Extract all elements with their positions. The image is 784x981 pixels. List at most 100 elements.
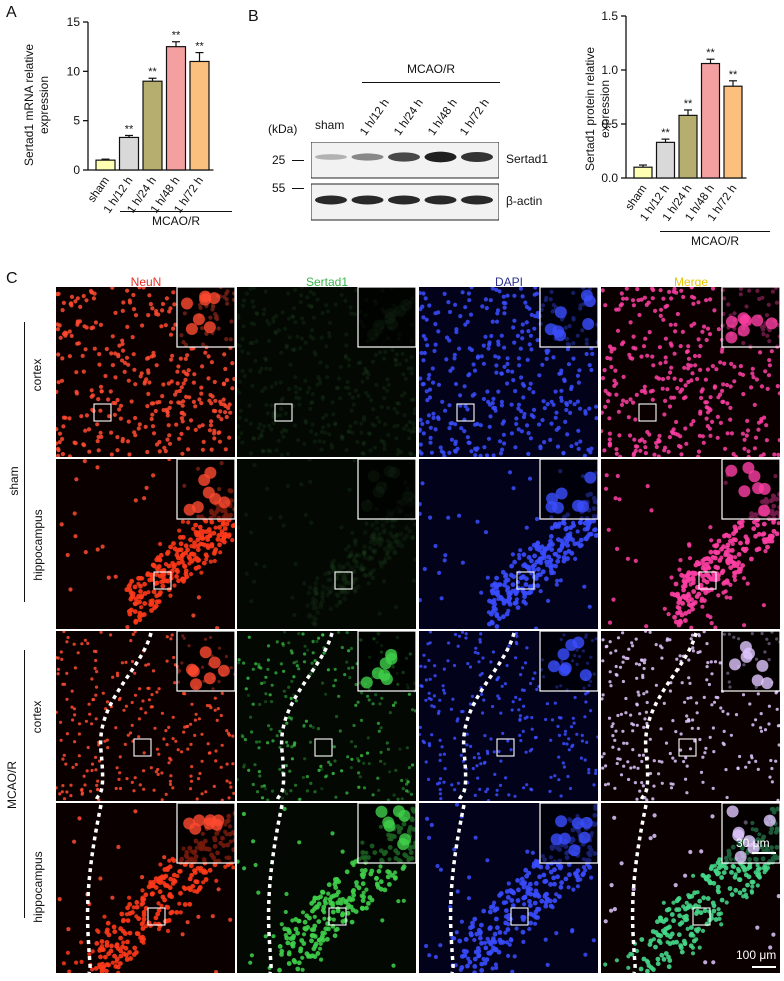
hippocampal-cell [381, 560, 387, 566]
hippocampal-cell [169, 909, 175, 915]
hippocampal-cell [551, 875, 556, 881]
cell [544, 356, 549, 361]
cell [274, 671, 278, 675]
cell [350, 395, 355, 400]
hippocampal-cell [348, 553, 353, 558]
cell [88, 712, 92, 716]
cell [626, 965, 631, 970]
hippocampal-cell [497, 582, 503, 587]
cell [356, 360, 361, 366]
hippocampal-cell [349, 552, 354, 558]
hippocampal-cell [344, 869, 350, 875]
hippocampal-cell [330, 562, 335, 568]
cell [309, 724, 313, 728]
cell [589, 367, 594, 373]
hippocampal-cell [372, 537, 378, 543]
cell [114, 786, 118, 791]
cell [525, 849, 530, 854]
cell [132, 789, 136, 793]
cell [147, 380, 152, 385]
hippocampal-cell [135, 931, 141, 937]
cell [189, 774, 193, 778]
hippocampal-cell [220, 521, 226, 527]
cell [687, 542, 692, 547]
cell [409, 792, 414, 796]
hippocampal-cell [392, 549, 398, 555]
cell [149, 705, 153, 709]
cell [711, 960, 716, 965]
chart-a-ylabel-line2: expression [37, 75, 51, 135]
cell [148, 302, 153, 307]
cell [710, 814, 715, 819]
cell [340, 849, 345, 854]
cell [577, 368, 582, 373]
cell [769, 758, 773, 763]
hippocampal-cell [488, 941, 494, 947]
cell [684, 756, 688, 760]
hippocampal-cell [538, 864, 544, 870]
hippocampal-cell [388, 531, 393, 536]
cell [609, 651, 613, 655]
cell [533, 921, 538, 926]
hippocampal-cell [222, 539, 227, 545]
cell [744, 895, 749, 900]
hippocampal-cell [157, 889, 163, 895]
cell [270, 700, 274, 704]
cell [339, 292, 344, 297]
tile-mcao-cortex-sertad1 [237, 631, 416, 801]
cell [266, 798, 270, 801]
cell [220, 743, 224, 747]
cell [141, 287, 146, 290]
hippocampal-cell [524, 873, 529, 879]
hippocampal-cell [487, 909, 493, 915]
hippocampal-cell [171, 541, 176, 546]
cell [460, 560, 465, 565]
cell [206, 376, 211, 381]
cell [287, 386, 292, 392]
hippocampal-cell [362, 544, 367, 550]
cell [122, 360, 128, 365]
cell [523, 661, 528, 665]
hippocampal-cell [320, 907, 326, 913]
cell [603, 919, 608, 924]
hippocampal-cell [367, 556, 372, 562]
cell [746, 449, 751, 454]
hippocampal-cell [379, 538, 384, 544]
cell [210, 394, 215, 399]
cell [678, 558, 683, 563]
cell [215, 626, 220, 629]
cell [146, 391, 151, 396]
cell [137, 717, 141, 721]
cell [470, 393, 475, 398]
cell [142, 496, 147, 501]
cell [691, 301, 696, 306]
hippocampal-cell [127, 930, 133, 936]
cell [320, 394, 325, 399]
hippocampal-cell [495, 592, 501, 598]
cell [376, 721, 380, 725]
cell [665, 387, 670, 392]
cell [209, 419, 214, 424]
cell [130, 335, 135, 340]
cell [603, 388, 608, 393]
hippocampal-cell [543, 900, 549, 905]
cell [207, 398, 212, 403]
cell [193, 733, 197, 737]
cell [331, 771, 335, 776]
cell [163, 323, 168, 328]
cell [309, 304, 314, 309]
cell [524, 304, 529, 309]
cell [493, 354, 498, 359]
cell [574, 441, 579, 446]
cell [340, 287, 345, 290]
cell [430, 733, 434, 737]
cell [453, 422, 458, 427]
cell [308, 289, 313, 295]
cell [466, 440, 471, 445]
cell [219, 713, 223, 718]
cell [431, 380, 436, 385]
cell [468, 665, 473, 669]
cell [282, 427, 287, 432]
cell [745, 418, 750, 423]
cell [244, 418, 249, 423]
